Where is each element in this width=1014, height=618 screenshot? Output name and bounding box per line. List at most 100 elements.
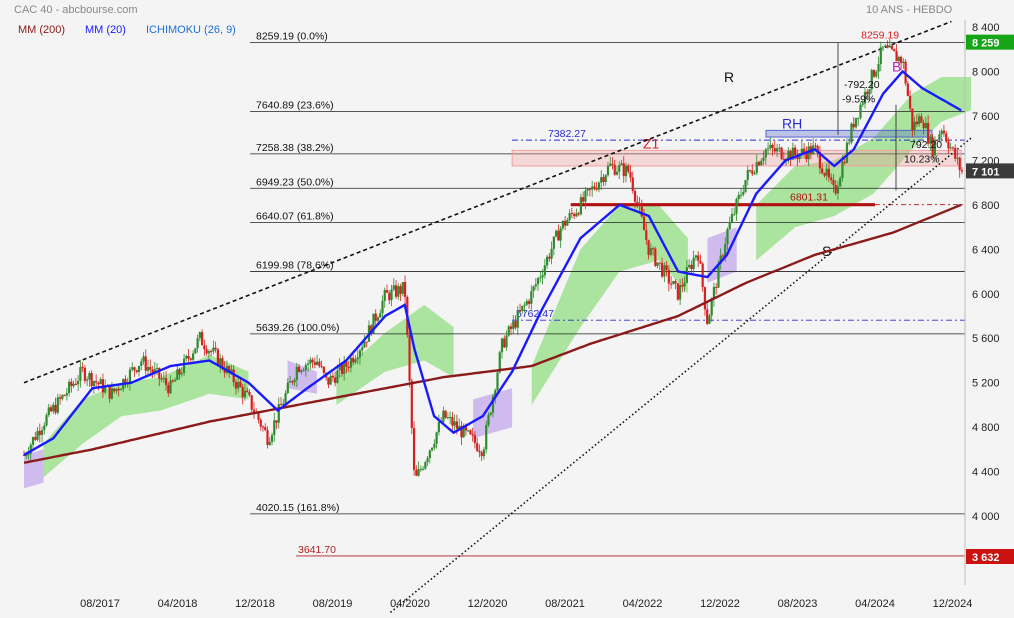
candle-body — [113, 388, 116, 392]
candle-body — [960, 170, 964, 172]
ichimoku-cloud-6 — [707, 227, 737, 283]
candle-body — [753, 173, 756, 175]
candle-body — [670, 283, 673, 285]
candle-body — [356, 357, 359, 360]
candle-body — [658, 262, 661, 264]
candle-body — [618, 164, 621, 172]
trend-lower-line — [382, 137, 972, 618]
candle-body — [446, 417, 449, 419]
candle-body — [591, 186, 594, 190]
candle-body — [171, 380, 174, 382]
candle-body — [823, 173, 826, 176]
candle-body — [748, 170, 752, 172]
candle-body — [773, 148, 776, 152]
candle-body — [545, 256, 549, 266]
candle-body — [128, 369, 132, 384]
candle-body — [845, 142, 849, 163]
candle-body — [119, 389, 123, 391]
candle-body — [640, 205, 643, 217]
candle-body — [273, 420, 276, 435]
candle-body — [902, 61, 905, 64]
y-tick-label-7: 6 800 — [972, 200, 1000, 212]
annotation-0: -792.20 — [844, 79, 880, 91]
candle-body — [541, 275, 544, 278]
y-tick-label-3: 5 200 — [972, 378, 1000, 390]
candle-body — [850, 123, 853, 143]
fib-label-1: 7640.89 (23.6%) — [256, 99, 334, 111]
candle-body — [92, 381, 95, 387]
candle-body — [857, 117, 860, 119]
candle-body — [757, 162, 761, 166]
y-tick-label-10: 8 000 — [972, 66, 1000, 78]
candle-body — [548, 256, 551, 259]
candle-body — [821, 168, 824, 174]
badge-last-bg — [966, 163, 1014, 179]
candle-body — [198, 332, 201, 339]
candle-body — [800, 148, 803, 154]
y-tick-label-0: 4 000 — [972, 511, 1000, 523]
candle-body — [536, 278, 540, 285]
candle-body — [760, 160, 763, 166]
candle-body — [906, 83, 909, 96]
x-tick-label-4: 04/2020 — [390, 598, 430, 610]
candle-body — [624, 165, 628, 177]
candle-body — [764, 149, 767, 158]
candle-body — [334, 377, 337, 383]
candle-body — [708, 315, 711, 324]
candle-body — [61, 395, 64, 399]
candle-body — [559, 228, 562, 241]
candle-body — [897, 56, 900, 62]
candle-body — [476, 443, 479, 451]
candle-body — [288, 381, 292, 383]
candle-body — [555, 230, 558, 237]
candle-body — [327, 377, 330, 385]
candle-body — [180, 372, 183, 375]
candle-body — [458, 425, 461, 429]
candle-body — [568, 213, 571, 220]
candle-body — [246, 390, 249, 392]
candle-body — [877, 64, 880, 72]
fib-label-4: 6640.07 (61.8%) — [256, 211, 334, 223]
candle-body — [730, 214, 734, 223]
candle-body — [295, 366, 298, 380]
candle-body — [336, 370, 339, 383]
candle-body — [464, 425, 468, 431]
candle-body — [606, 165, 610, 176]
candle-body — [927, 122, 930, 144]
candle-body — [304, 364, 307, 371]
candle-body — [681, 285, 684, 287]
candle-body — [694, 255, 698, 258]
candle-body — [703, 287, 707, 310]
candle-body — [270, 434, 274, 442]
candle-body — [755, 162, 758, 174]
candle-body — [237, 381, 240, 389]
candle-body — [146, 366, 150, 371]
candle-body — [284, 393, 287, 404]
candle-body — [604, 175, 607, 182]
candle-body — [95, 381, 98, 383]
annotation-3: 10.23% — [904, 154, 940, 166]
candle-body — [74, 383, 77, 385]
candle-body — [645, 230, 648, 240]
chart-source-title: CAC 40 - abcbourse.com — [14, 4, 138, 16]
candle-body — [162, 378, 165, 380]
candle-body — [620, 163, 623, 165]
candle-body — [706, 309, 709, 324]
candle-body — [354, 359, 357, 363]
candle-body — [721, 255, 725, 257]
candle-body — [473, 435, 477, 444]
candle-body — [467, 430, 470, 432]
candle-body — [780, 147, 783, 159]
candle-body — [268, 441, 271, 445]
candle-body — [816, 145, 819, 152]
candle-body — [173, 379, 177, 382]
candle-body — [203, 345, 206, 350]
candle-body — [252, 409, 256, 413]
candle-body — [676, 283, 679, 300]
candle-body — [794, 147, 797, 156]
candle-body — [45, 415, 48, 426]
candle-body — [376, 317, 380, 321]
candle-body — [913, 121, 916, 131]
y-tick-label-1: 4 400 — [972, 467, 1000, 479]
